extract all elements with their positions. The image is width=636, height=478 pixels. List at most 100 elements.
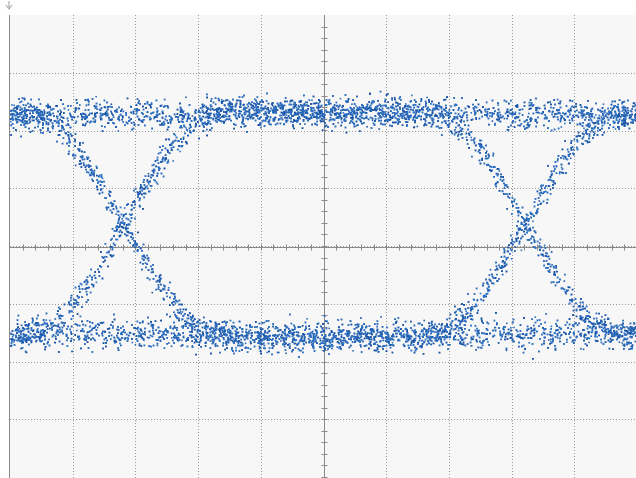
trace-sample <box>588 341 590 344</box>
trace-sample <box>298 349 301 352</box>
trace-sample <box>506 322 508 325</box>
trace-sample <box>179 150 181 153</box>
trace-sample <box>49 107 52 109</box>
trace-sample <box>19 101 21 104</box>
trace-sample <box>137 246 140 248</box>
center-axes <box>10 15 636 478</box>
trace-sample <box>548 263 551 265</box>
trace-sample <box>449 344 451 346</box>
trace-sample <box>328 327 330 330</box>
trace-sample <box>146 336 149 339</box>
trace-sample <box>474 105 476 108</box>
scope-canvas <box>10 15 636 478</box>
trace-sample <box>462 320 464 322</box>
trace-sample <box>621 327 623 330</box>
trace-sample <box>388 336 390 338</box>
trace-sample <box>404 121 407 123</box>
trace-sample <box>551 263 553 266</box>
trace-sample <box>174 134 177 137</box>
trace-sample <box>480 139 483 142</box>
trace-sample <box>156 183 159 185</box>
trace-sample <box>329 116 332 119</box>
trace-sample <box>210 117 213 119</box>
trace-sample <box>532 220 534 223</box>
trace-sample <box>519 333 521 336</box>
trace-sample <box>497 104 499 106</box>
trace-sample <box>391 341 394 344</box>
trace-sample <box>378 128 380 130</box>
trace-sample <box>174 293 176 295</box>
trace-sample <box>49 319 51 322</box>
trace-sample <box>384 111 387 113</box>
trace-sample <box>150 102 153 104</box>
trace-sample <box>507 256 509 259</box>
trace-sample <box>232 113 235 116</box>
trace-sample <box>599 109 602 112</box>
trace-sample <box>173 311 175 313</box>
trace-sample <box>464 316 466 318</box>
trace-sample <box>147 172 150 175</box>
trace-sample <box>40 114 43 117</box>
trace-sample <box>126 321 128 323</box>
trace-sample <box>335 336 337 339</box>
trace-sample <box>119 342 121 345</box>
trace-sample <box>67 120 69 122</box>
trace-sample <box>514 121 517 123</box>
trace-sample <box>12 108 15 111</box>
trace-sample <box>449 333 451 336</box>
eye-diagram-trace <box>10 90 636 360</box>
trace-sample <box>470 139 473 141</box>
trace-sample <box>599 326 601 329</box>
trace-sample <box>18 327 21 330</box>
trace-sample <box>511 240 514 243</box>
trace-sample <box>220 99 223 101</box>
trace-sample <box>375 334 377 336</box>
trace-sample <box>11 335 14 338</box>
scope-display[interactable] <box>9 15 636 478</box>
trace-sample <box>43 109 45 111</box>
trace-sample <box>267 327 269 330</box>
trace-sample <box>176 317 178 319</box>
trace-sample <box>337 121 340 124</box>
trace-sample <box>223 328 226 331</box>
trace-sample <box>381 334 383 336</box>
trace-sample <box>443 116 445 118</box>
trace-sample <box>45 326 48 328</box>
trace-sample <box>614 128 617 130</box>
trace-sample <box>319 337 321 340</box>
trace-sample <box>214 103 217 105</box>
trace-sample <box>180 313 182 315</box>
trace-sample <box>543 244 546 247</box>
trace-sample <box>503 117 506 120</box>
trace-sample <box>176 327 179 329</box>
trigger-arrow-icon[interactable] <box>4 0 14 10</box>
trace-sample <box>579 112 582 114</box>
window-caption <box>255 0 375 6</box>
trace-sample <box>172 160 174 162</box>
trace-sample <box>251 113 253 116</box>
top-bar <box>0 0 636 15</box>
trace-sample <box>425 105 427 108</box>
trace-sample <box>133 108 136 110</box>
trace-sample <box>517 124 519 127</box>
trace-sample <box>37 119 40 121</box>
trace-sample <box>351 103 353 105</box>
trace-sample <box>582 136 585 138</box>
trace-sample <box>225 115 228 118</box>
trace-sample <box>67 109 70 111</box>
trace-sample <box>459 326 461 329</box>
trace-sample <box>167 287 170 289</box>
trace-sample <box>447 119 450 122</box>
trace-sample <box>247 105 250 108</box>
trace-sample <box>258 348 261 350</box>
trace-sample <box>305 116 308 118</box>
trace-sample <box>164 160 166 162</box>
trace-sample <box>498 170 501 172</box>
trace-sample <box>563 280 566 282</box>
trace-sample <box>214 329 217 332</box>
trace-sample <box>359 340 361 342</box>
trace-sample <box>623 112 625 114</box>
trace-sample <box>596 130 599 132</box>
trace-sample <box>324 344 326 346</box>
trace-sample <box>533 324 535 327</box>
